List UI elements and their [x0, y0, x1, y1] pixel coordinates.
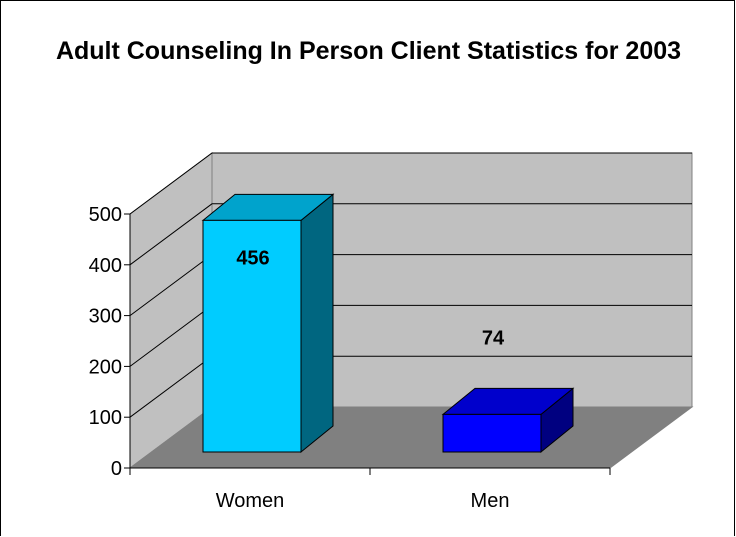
y-tick-label: 100 [89, 407, 122, 429]
y-tick-label: 400 [89, 255, 122, 277]
data-label: 74 [482, 327, 505, 349]
bar-women [201, 193, 335, 454]
labels: 0 100 200 300 400 500 456 Women 74 Men [89, 204, 510, 512]
bar-front [202, 219, 302, 453]
bar-front [442, 413, 542, 453]
gridline [129, 203, 692, 266]
bar-men [441, 387, 575, 454]
bars [201, 193, 575, 454]
gridline [129, 152, 692, 215]
y-tick-label: 500 [89, 204, 122, 226]
chart-title: Adult Counseling In Person Client Statis… [55, 37, 682, 65]
bar-side [300, 193, 334, 454]
axes [124, 213, 611, 475]
y-tick-label: 0 [111, 458, 122, 480]
data-label: 456 [236, 247, 269, 269]
y-tick-label: 300 [89, 306, 122, 328]
category-label: Men [471, 490, 510, 512]
y-tick-label: 200 [89, 356, 122, 378]
category-label: Women [216, 490, 285, 512]
